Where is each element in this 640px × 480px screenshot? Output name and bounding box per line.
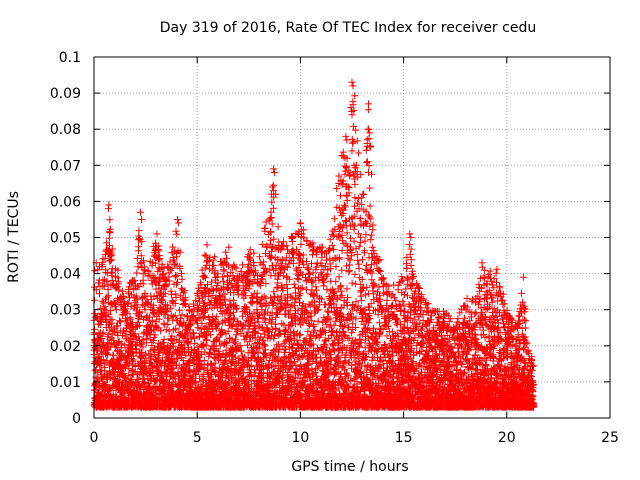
outlier-marker xyxy=(407,234,415,241)
outlier-marker xyxy=(268,190,276,198)
outlier-marker xyxy=(350,161,358,169)
axis-ticks xyxy=(93,56,611,419)
outlier-marker xyxy=(348,78,356,86)
outlier-marker xyxy=(365,100,373,108)
outlier-marker xyxy=(174,215,182,223)
y-tick-label: 0.04 xyxy=(50,267,81,283)
y-tick-label: 0.03 xyxy=(50,303,81,319)
chart-title: Day 319 of 2016, Rate Of TEC Index for r… xyxy=(160,20,536,36)
x-axis-title: GPS time / hours xyxy=(291,459,408,475)
x-tick-label: 5 xyxy=(193,430,202,446)
y-tick-label: 0.08 xyxy=(50,122,81,138)
outlier-marker xyxy=(348,147,356,155)
x-tick-label: 20 xyxy=(498,430,516,446)
outlier-marker xyxy=(350,172,358,180)
y-tick-label: 0.06 xyxy=(50,194,81,210)
y-tick-label: 0.1 xyxy=(59,50,81,66)
outlier-marker xyxy=(270,187,278,195)
outlier-marker xyxy=(478,259,486,267)
y-tick-label: 0.05 xyxy=(50,231,81,247)
y-tick-label: 0.01 xyxy=(50,375,81,391)
outlier-marker xyxy=(104,205,112,213)
outlier-marker xyxy=(137,215,145,223)
outlier-marker xyxy=(346,169,354,177)
outlier-marker xyxy=(269,183,277,191)
outlier-marker xyxy=(365,169,373,177)
outlier-marker xyxy=(153,230,161,238)
outlier-marker xyxy=(519,273,527,281)
x-tick-label: 25 xyxy=(601,430,619,446)
y-tick-labels: 0 0.01 0.02 0.03 0.04 0.05 0.06 0.07 0.08 0.09 0.1 xyxy=(50,50,81,427)
outlier-marker xyxy=(136,208,144,216)
outlier-marker xyxy=(349,82,357,90)
x-tick-label: 10 xyxy=(291,430,309,446)
y-tick-label: 0.02 xyxy=(50,339,81,355)
x-tick-label: 0 xyxy=(90,430,99,446)
outlier-marker xyxy=(271,169,279,177)
outlier-marker xyxy=(348,111,356,119)
y-tick-label: 0.09 xyxy=(50,86,81,102)
outlier-marker xyxy=(296,219,304,227)
outlier-marker xyxy=(342,132,350,140)
outlier-marker xyxy=(406,230,414,238)
y-tick-label: 0.07 xyxy=(50,158,81,174)
outlier-marker xyxy=(270,165,278,173)
outlier-marker xyxy=(347,104,355,112)
y-axis-title: ROTI / TECUs xyxy=(6,191,22,283)
data-points xyxy=(90,78,538,411)
outlier-marker xyxy=(365,125,373,133)
y-tick-label: 0 xyxy=(72,411,81,427)
outlier-marker xyxy=(175,219,183,227)
outlier-marker xyxy=(343,136,351,144)
scatter-markers xyxy=(90,92,538,411)
x-tick-labels: 0 5 10 15 20 25 xyxy=(90,430,619,446)
x-tick-label: 15 xyxy=(395,430,413,446)
